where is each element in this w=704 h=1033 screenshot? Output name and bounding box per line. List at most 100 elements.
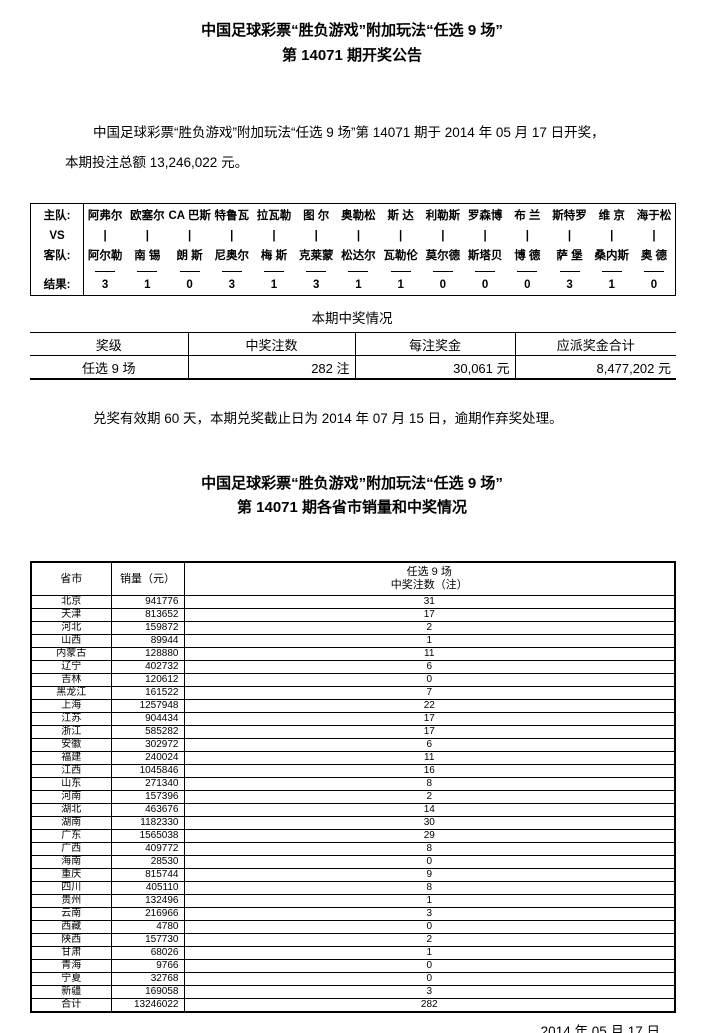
- home-row-label: 主队:: [43, 210, 71, 222]
- underline-dash: [422, 266, 464, 277]
- dash-line: [390, 271, 411, 272]
- vs-separator: |: [610, 230, 614, 242]
- doc-date: 2014 年 05 月 17 日: [540, 1024, 660, 1033]
- prize-section-heading: 本期中奖情况: [311, 311, 393, 326]
- vs-row-label: VS: [49, 230, 65, 242]
- sales-value: 813652: [110, 608, 185, 622]
- win-count: 2: [183, 933, 676, 947]
- result-value: 1: [355, 279, 362, 291]
- province-name: 辽宁: [30, 660, 112, 674]
- province-name: 浙江: [30, 725, 112, 739]
- province-row: 重庆 815744 9: [30, 868, 676, 882]
- dash-line: [517, 271, 538, 272]
- match-column: 欧塞尔 | 南 锡 1: [126, 204, 168, 295]
- away-team: 瓦勒伦: [383, 250, 418, 262]
- sales-value: 132496: [110, 894, 185, 908]
- vs-separator: |: [230, 230, 234, 242]
- dash-line: [348, 271, 369, 272]
- province-row: 云南 216966 3: [30, 907, 676, 921]
- underline-dash: [464, 266, 506, 277]
- province-name: 黑龙江: [30, 686, 112, 700]
- prize-col-header: 奖级: [30, 332, 188, 356]
- province-row: 内蒙古 128880 11: [30, 647, 676, 661]
- underline-dash: [168, 266, 210, 277]
- result-value: 3: [101, 279, 109, 291]
- match-column: 特鲁瓦 | 尼奥尔 3: [211, 204, 253, 295]
- win-count: 9: [183, 868, 676, 882]
- away-team: 桑内斯: [594, 250, 629, 262]
- away-row-label: 客队:: [43, 250, 71, 262]
- underline-dash: [295, 266, 337, 277]
- result-value: 3: [313, 279, 320, 291]
- win-count: 1: [183, 946, 676, 960]
- home-team: 斯 达: [387, 210, 414, 222]
- vs-separator: |: [652, 230, 656, 242]
- province-name: 上海: [30, 699, 112, 713]
- intro-line2: 本期投注总额 13,246,022 元。: [65, 155, 249, 170]
- province-name: 新疆: [30, 985, 112, 999]
- home-team: 布 兰: [514, 210, 541, 222]
- doc-title-line2: 第 14071 期开奖公告: [281, 47, 423, 64]
- vs-separator: |: [272, 230, 276, 242]
- province-row: 贵州 132496 1: [30, 894, 676, 908]
- province-row: 河南 157396 2: [30, 790, 676, 804]
- away-team: 奥 德: [640, 250, 668, 262]
- province-name: 河南: [30, 790, 112, 804]
- win-count: 29: [183, 829, 676, 843]
- dash-row-spacer: [31, 266, 83, 277]
- province-row: 江西 1045846 16: [30, 764, 676, 778]
- province-row: 辽宁 402732 6: [30, 660, 676, 674]
- match-column: 拉瓦勒 | 梅 斯 1: [253, 204, 295, 295]
- sales-value: 271340: [110, 777, 185, 791]
- dash-line: [263, 271, 284, 272]
- win-count: 16: [183, 764, 676, 778]
- underline-dash: [633, 266, 675, 277]
- underline-dash: [548, 266, 590, 277]
- province-row: 黑龙江 161522 7: [30, 686, 676, 700]
- away-team: 梅 斯: [260, 250, 288, 262]
- win-count: 11: [183, 751, 676, 765]
- province-name: 陕西: [30, 933, 112, 947]
- dash-line: [221, 271, 242, 272]
- province-name: 广西: [30, 842, 112, 856]
- win-count: 31: [183, 595, 676, 609]
- win-count: 0: [183, 959, 676, 973]
- vs-separator: |: [441, 230, 445, 242]
- win-count: 8: [183, 777, 676, 791]
- home-team: 特鲁瓦: [214, 210, 250, 222]
- province-row: 甘肃 68026 1: [30, 946, 676, 960]
- win-count: 1: [183, 894, 676, 908]
- province-row: 广东 1565038 29: [30, 829, 676, 843]
- sales-value: 4780: [110, 920, 185, 934]
- province-name: 江苏: [30, 712, 112, 726]
- sales-value: 159872: [110, 621, 185, 635]
- province-row: 天津 813652 17: [30, 608, 676, 622]
- province-row: 宁夏 32768 0: [30, 972, 676, 986]
- sales-value: 1182330: [110, 816, 185, 830]
- match-column: 维 京 | 桑内斯 1: [591, 204, 633, 295]
- away-team: 朗 斯: [176, 250, 203, 262]
- vs-separator: |: [399, 230, 403, 242]
- doc-title-line1: 中国足球彩票“胜负游戏”附加玩法“任选 9 场”: [201, 22, 503, 39]
- away-team: 尼奥尔: [214, 250, 250, 262]
- win-count: 6: [183, 738, 676, 752]
- prize-col-header: 中奖注数: [187, 332, 355, 356]
- province-name: 吉林: [30, 673, 112, 687]
- sales-value: 1045846: [110, 764, 185, 778]
- win-count: 14: [183, 803, 676, 817]
- underline-dash: [591, 266, 633, 277]
- match-column: 海于松 | 奥 德 0: [633, 204, 675, 295]
- province-name: 甘肃: [30, 946, 112, 960]
- match-column: CA 巴斯 | 朗 斯 0: [168, 204, 210, 295]
- home-team: 利勒斯: [425, 210, 461, 222]
- win-count: 282: [183, 998, 676, 1013]
- redeem-notice: 兑奖有效期 60 天，本期兑奖截止日为 2014 年 07 月 15 日，逾期作…: [93, 411, 563, 426]
- province-name: 福建: [30, 751, 112, 765]
- win-count: 1: [183, 634, 676, 648]
- province-row: 湖北 463676 14: [30, 803, 676, 817]
- province-name: 北京: [30, 595, 112, 609]
- win-count: 0: [183, 673, 676, 687]
- province-row: 北京 941776 31: [30, 595, 676, 609]
- province-row: 江苏 904434 17: [30, 712, 676, 726]
